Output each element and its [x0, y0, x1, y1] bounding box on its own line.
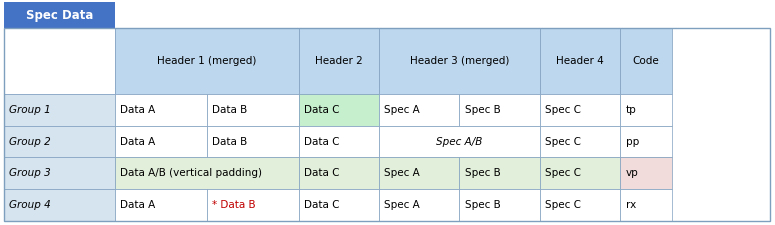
FancyBboxPatch shape — [207, 126, 298, 157]
FancyBboxPatch shape — [115, 28, 298, 94]
Text: Group 4: Group 4 — [9, 200, 51, 210]
FancyBboxPatch shape — [540, 189, 620, 220]
FancyBboxPatch shape — [4, 94, 115, 126]
Text: tp: tp — [625, 105, 636, 115]
FancyBboxPatch shape — [115, 126, 207, 157]
FancyBboxPatch shape — [379, 94, 460, 126]
FancyBboxPatch shape — [540, 126, 620, 157]
Text: Spec Data: Spec Data — [26, 9, 93, 22]
Text: Header 2: Header 2 — [315, 56, 363, 66]
FancyBboxPatch shape — [540, 157, 620, 189]
FancyBboxPatch shape — [298, 126, 379, 157]
FancyBboxPatch shape — [379, 126, 540, 157]
FancyBboxPatch shape — [460, 94, 540, 126]
Text: Spec A: Spec A — [384, 168, 420, 178]
FancyBboxPatch shape — [620, 94, 672, 126]
FancyBboxPatch shape — [620, 157, 672, 189]
Text: * Data B: * Data B — [212, 200, 256, 210]
FancyBboxPatch shape — [460, 157, 540, 189]
Text: Data C: Data C — [304, 168, 339, 178]
FancyBboxPatch shape — [379, 28, 540, 94]
Text: Group 2: Group 2 — [9, 137, 51, 147]
FancyBboxPatch shape — [620, 126, 672, 157]
FancyBboxPatch shape — [379, 157, 460, 189]
Text: Data A: Data A — [120, 200, 156, 210]
Text: Spec B: Spec B — [465, 200, 501, 210]
Text: Spec A: Spec A — [384, 200, 420, 210]
Text: Spec C: Spec C — [546, 200, 581, 210]
FancyBboxPatch shape — [207, 189, 298, 220]
Text: Spec C: Spec C — [546, 168, 581, 178]
Text: Data B: Data B — [212, 105, 247, 115]
Text: Data A: Data A — [120, 105, 156, 115]
FancyBboxPatch shape — [4, 2, 115, 29]
Text: rx: rx — [625, 200, 636, 210]
Text: Data B: Data B — [212, 137, 247, 147]
Text: Code: Code — [632, 56, 660, 66]
FancyBboxPatch shape — [115, 157, 298, 189]
FancyBboxPatch shape — [620, 28, 672, 94]
FancyBboxPatch shape — [4, 126, 115, 157]
FancyBboxPatch shape — [540, 28, 620, 94]
FancyBboxPatch shape — [298, 157, 379, 189]
FancyBboxPatch shape — [298, 94, 379, 126]
Text: pp: pp — [625, 137, 639, 147]
Text: Spec C: Spec C — [546, 105, 581, 115]
FancyBboxPatch shape — [207, 94, 298, 126]
Text: Data A: Data A — [120, 137, 156, 147]
Text: Data C: Data C — [304, 137, 339, 147]
Text: vp: vp — [625, 168, 639, 178]
Text: Group 3: Group 3 — [9, 168, 51, 178]
Text: Header 3 (merged): Header 3 (merged) — [410, 56, 509, 66]
Text: Spec A: Spec A — [384, 105, 420, 115]
FancyBboxPatch shape — [4, 157, 115, 189]
FancyBboxPatch shape — [115, 94, 207, 126]
FancyBboxPatch shape — [620, 189, 672, 220]
Text: Spec A/B: Spec A/B — [436, 137, 483, 147]
FancyBboxPatch shape — [298, 189, 379, 220]
FancyBboxPatch shape — [4, 189, 115, 220]
Text: Header 4: Header 4 — [556, 56, 604, 66]
FancyBboxPatch shape — [540, 94, 620, 126]
Text: Spec C: Spec C — [546, 137, 581, 147]
Text: Data C: Data C — [304, 105, 339, 115]
Text: Spec B: Spec B — [465, 105, 501, 115]
Text: Data C: Data C — [304, 200, 339, 210]
Text: Header 1 (merged): Header 1 (merged) — [157, 56, 257, 66]
Text: Spec B: Spec B — [465, 168, 501, 178]
FancyBboxPatch shape — [4, 28, 115, 94]
FancyBboxPatch shape — [460, 189, 540, 220]
Text: Data A/B (vertical padding): Data A/B (vertical padding) — [120, 168, 262, 178]
FancyBboxPatch shape — [115, 189, 207, 220]
Text: Group 1: Group 1 — [9, 105, 51, 115]
FancyBboxPatch shape — [379, 189, 460, 220]
FancyBboxPatch shape — [298, 28, 379, 94]
